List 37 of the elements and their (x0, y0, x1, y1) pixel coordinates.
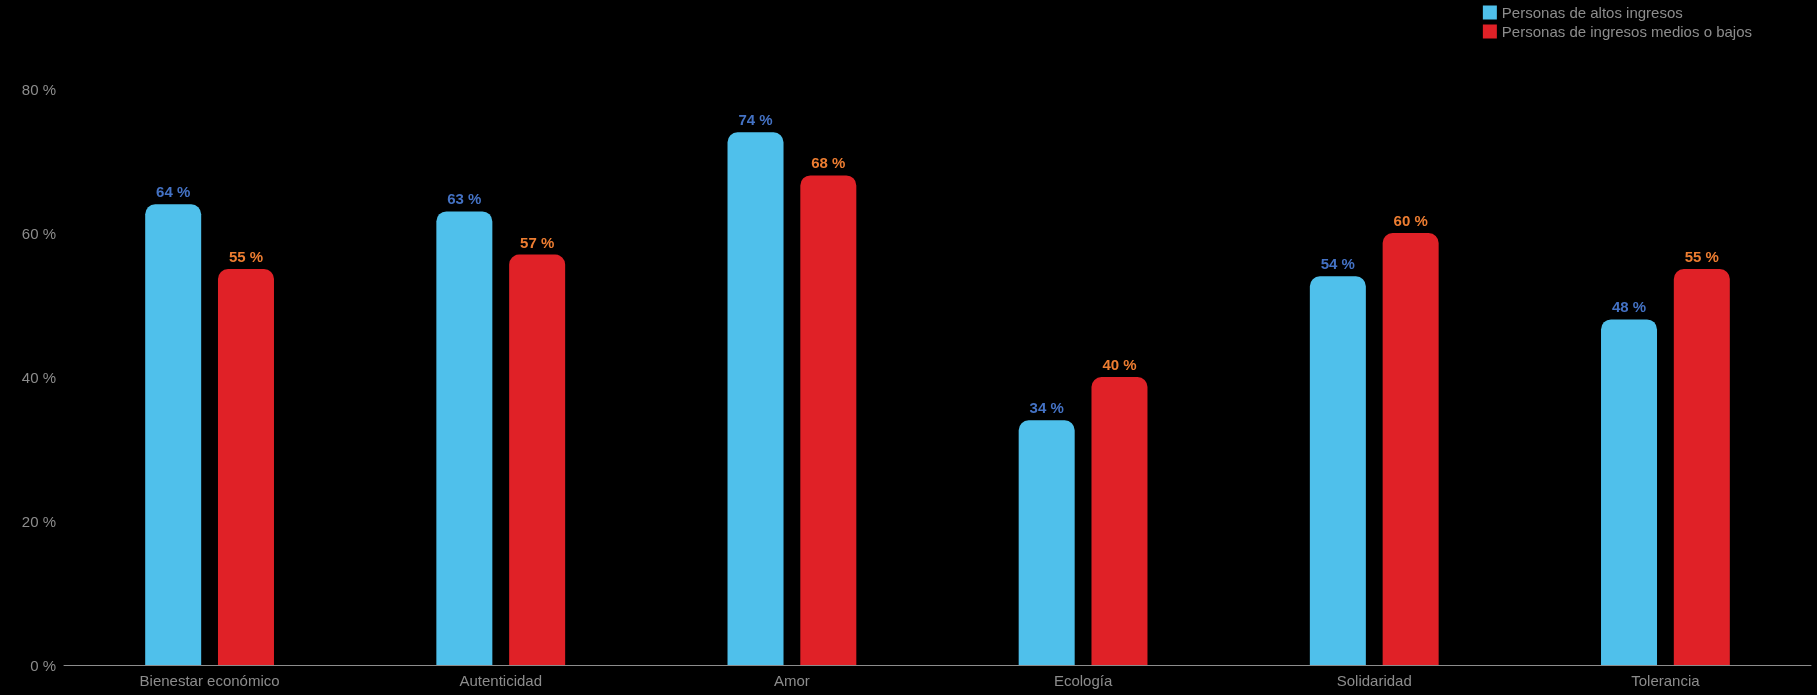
data-label: 63 % (447, 190, 482, 208)
legend-label: Personas de ingresos medios o bajos (1501, 23, 1753, 40)
x-tick-label: Ecología (1053, 672, 1113, 689)
bar (1382, 233, 1439, 665)
y-tick-label: 0 % (30, 656, 56, 674)
x-tick-label: Bienestar económico (139, 672, 280, 689)
data-label: 40 % (1102, 356, 1137, 373)
data-label: 64 % (156, 183, 191, 201)
data-label: 60 % (1393, 212, 1428, 229)
x-tick-label: Autenticidad (459, 672, 543, 689)
y-tick-label: 60 % (21, 224, 56, 242)
data-label: 74 % (738, 111, 773, 129)
data-label: 48 % (1611, 298, 1647, 316)
data-label: 54 % (1320, 255, 1355, 273)
bar (509, 254, 566, 665)
bar (800, 175, 857, 665)
bar (145, 204, 202, 665)
legend-label: Personas de altos ingresos (1501, 4, 1683, 21)
y-tick-label: 80 % (21, 80, 56, 98)
bar (1673, 269, 1730, 665)
data-label: 34 % (1029, 399, 1064, 417)
x-tick-label: Amor (773, 672, 810, 689)
x-tick-label: Tolerancia (1631, 672, 1701, 689)
data-label: 68 % (811, 154, 846, 172)
bar (1018, 420, 1075, 665)
bar (436, 211, 493, 665)
data-label: 57 % (520, 233, 555, 251)
bar (1309, 276, 1366, 665)
bar (727, 132, 784, 665)
y-tick-label: 20 % (21, 512, 56, 530)
bar (217, 269, 274, 665)
data-label: 55 % (1684, 248, 1719, 265)
bar (1601, 319, 1658, 665)
y-tick-label: 40 % (21, 368, 56, 386)
data-label: 55 % (228, 248, 264, 265)
x-tick-label: Solidaridad (1336, 672, 1412, 689)
bar (1091, 377, 1148, 665)
